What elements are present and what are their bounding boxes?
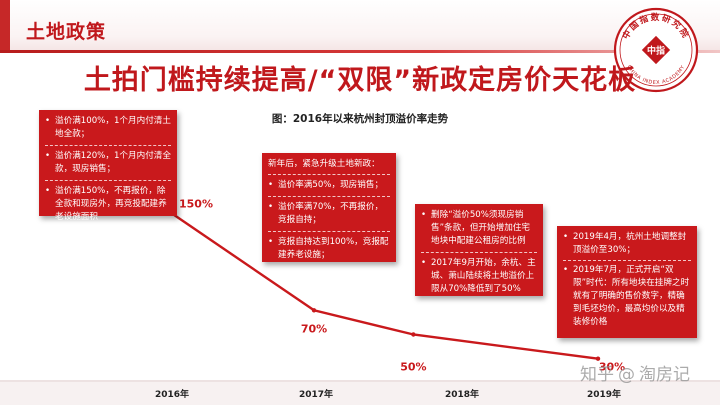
header-divider (0, 50, 720, 53)
policy-panel-2019: 2019年4月，杭州土地调整封顶溢价至30%； 2019年7月，正式开启“双限”时… (557, 226, 697, 338)
panel-divider (563, 260, 691, 261)
panel-list: 溢价率满50%，现房销售； 溢价率满70%，不再报价，竞报自持； 竞报自持达到100… (268, 179, 390, 262)
panel-item: 竞报自持达到100%，竞报配建养老设施； (268, 236, 390, 262)
policy-panel-2016: 溢价满100%，1个月内付清土地全款； 溢价满120%，1个月内付清全款，现房销售… (39, 110, 177, 222)
data-label: 30% (599, 361, 625, 374)
panel-item: 溢价满120%，1个月内付清全款，现房销售； (45, 150, 171, 176)
data-point (311, 308, 317, 313)
data-point (411, 332, 416, 337)
watermark-at: @ (618, 365, 635, 385)
china-index-academy-seal: 中国指数研究院 CHINA INDEX ACADEMY 中指 (613, 7, 699, 93)
panel-divider (268, 231, 390, 232)
x-tick-label: 2016年 (155, 388, 189, 400)
panel-list: 溢价满100%，1个月内付清土地全款； 溢价满120%，1个月内付清全款，现房销售… (45, 115, 171, 224)
x-tick-label: 2018年 (445, 388, 479, 400)
data-label: 150% (179, 198, 213, 211)
watermark: 知乎 @ 淘房记 (580, 360, 690, 385)
panel-item: 删除“溢价50%须现房销售”条款，但开始增加住宅地块中配建公租房的比例 (421, 209, 537, 248)
data-label: 50% (400, 361, 426, 374)
x-tick-label: 2019年 (587, 388, 621, 400)
panel-divider (421, 252, 537, 253)
panel-list: 删除“溢价50%须现房销售”条款，但开始增加住宅地块中配建公租房的比例 2017年… (421, 209, 537, 296)
panel-divider (45, 145, 171, 146)
panel-item: 溢价率满50%，现房销售； (268, 179, 390, 192)
panel-item: 溢价满100%，1个月内付清土地全款； (45, 115, 171, 141)
panel-item: 溢价满150%，不再报价，除全款和现房外，再竞投配建养老设施面积 (45, 185, 171, 224)
header-band (0, 0, 720, 52)
page-title: 土拍门槛持续提高/“双限”新政定房价天花板 (83, 65, 637, 96)
panel-heading: 新年后，紧急升级土地新政： (268, 159, 380, 169)
policy-panel-2018: 删除“溢价50%须现房销售”条款，但开始增加住宅地块中配建公租房的比例 2017年… (415, 204, 543, 296)
panel-item: 溢价率满70%，不再报价，竞报自持； (268, 201, 390, 227)
panel-divider (268, 174, 390, 175)
watermark-author: 淘房记 (639, 365, 690, 385)
panel-item: 2019年7月，正式开启“双限”时代：所有地块在挂牌之时就有了明确的售价数字，精… (563, 264, 691, 329)
panel-item: 2017年9月开始，余杭、主城、萧山陆续将土地溢价上限从70%降低到了50% (421, 257, 537, 296)
panel-divider (268, 196, 390, 197)
chart-title: 图：2016年以来杭州封顶溢价率走势 (271, 113, 449, 125)
watermark-platform: 知乎 (580, 365, 614, 385)
panel-list: 2019年4月，杭州土地调整封顶溢价至30%； 2019年7月，正式开启“双限”时… (563, 231, 691, 329)
panel-item: 2019年4月，杭州土地调整封顶溢价至30%； (563, 231, 691, 257)
panel-divider (45, 180, 171, 181)
policy-panel-2017: 新年后，紧急升级土地新政： 溢价率满50%，现房销售； 溢价率满70%，不再报价，竞… (262, 153, 396, 262)
header-accent-bar (0, 0, 10, 52)
section-label: 土地政策 (26, 21, 107, 43)
data-point (595, 356, 601, 361)
seal-center-text: 中指 (647, 45, 665, 57)
premium-rate-line (171, 212, 599, 360)
x-tick-label: 2017年 (299, 388, 333, 400)
chart-baseline-band (0, 380, 720, 405)
data-label: 70% (301, 322, 327, 335)
